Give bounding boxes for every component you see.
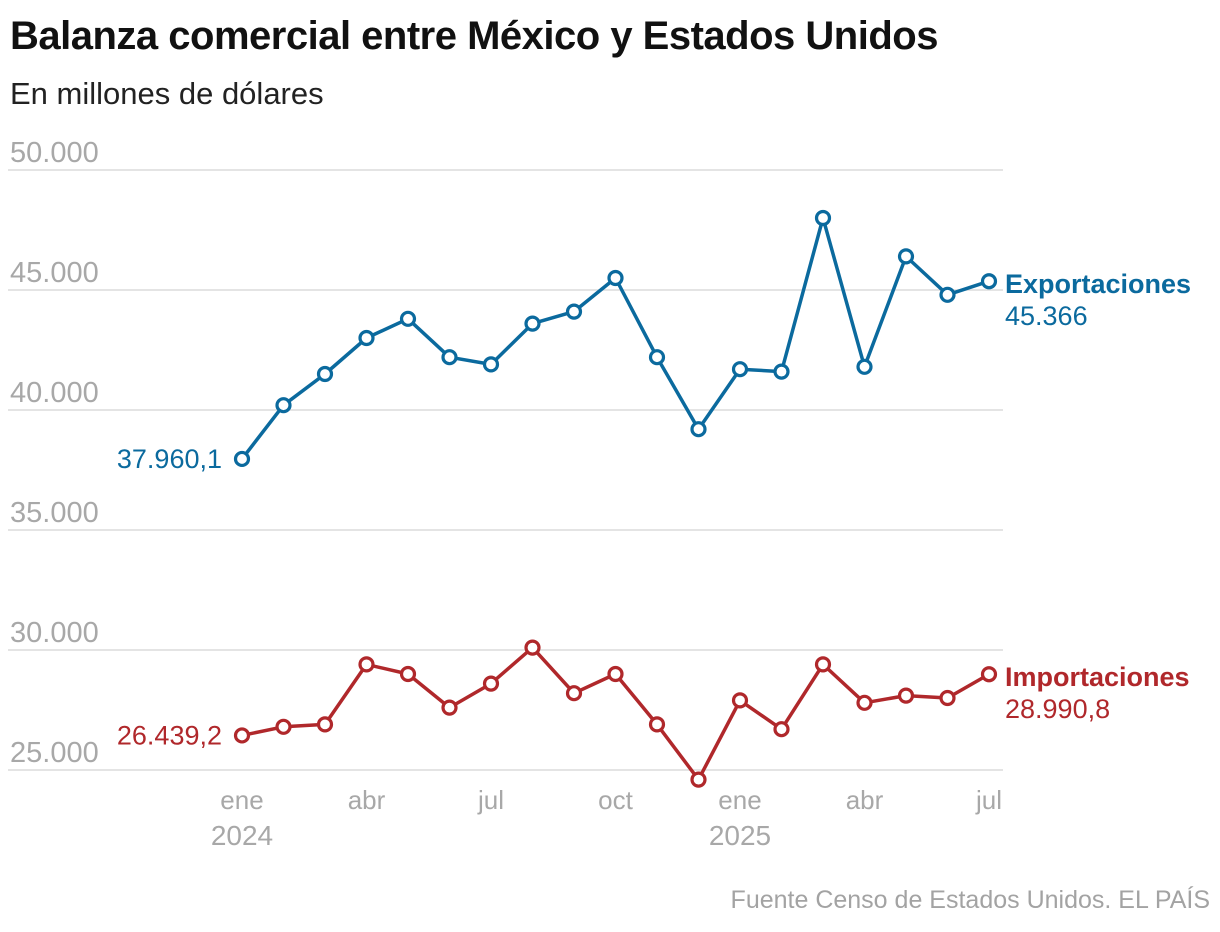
y-tick-label: 40.000 (10, 377, 99, 409)
data-point (856, 358, 873, 375)
source-note: Fuente Censo de Estados Unidos. EL PAÍS (730, 886, 1210, 914)
data-point (482, 675, 500, 692)
y-axis-ticks: 50.000 45.000 40.000 35.000 30.000 25.000 (10, 137, 99, 769)
data-point (731, 692, 749, 709)
y-tick-label: 25.000 (10, 737, 99, 769)
x-tick-label: abr (348, 785, 386, 815)
data-point (814, 209, 832, 227)
data-point (565, 685, 583, 702)
x-tick-label: ene (718, 785, 761, 815)
chart-title: Balanza comercial entre México y Estados… (10, 14, 938, 58)
data-point (897, 687, 915, 704)
data-point (648, 716, 666, 733)
gridlines (8, 169, 1003, 771)
data-point (233, 450, 251, 468)
data-point (482, 356, 500, 373)
x-axis-ticks: ene 2024 abr jul oct ene 2025 abr jul (211, 785, 1002, 851)
data-point (275, 718, 292, 735)
x-tick-year-label: 2024 (211, 820, 273, 851)
y-tick-label: 45.000 (10, 257, 99, 289)
end-value-label: 28.990,8 (1005, 694, 1110, 724)
data-point (607, 665, 624, 683)
data-point (607, 269, 624, 287)
y-tick-label: 50.000 (10, 137, 99, 169)
chart-subtitle: En millones de dólares (10, 76, 324, 111)
x-tick-year-label: 2025 (709, 820, 771, 851)
data-point (690, 771, 707, 788)
data-point (939, 286, 956, 303)
data-point (856, 694, 873, 711)
series-name-label: Exportaciones (1005, 269, 1191, 299)
series-name-label: Importaciones (1005, 662, 1190, 692)
x-tick-label: ene (220, 785, 263, 815)
data-point (731, 361, 749, 378)
x-tick-label: abr (846, 785, 884, 815)
x-tick-label: oct (598, 785, 633, 815)
data-point (980, 666, 998, 683)
data-point (773, 363, 790, 380)
data-point (399, 665, 417, 683)
data-point (316, 365, 334, 383)
data-point (980, 273, 998, 290)
end-value-label: 45.366 (1005, 301, 1088, 331)
data-point (939, 689, 956, 707)
start-value-label: 26.439,2 (117, 720, 222, 750)
data-point (358, 656, 375, 673)
data-point (399, 310, 417, 327)
data-point (316, 716, 334, 733)
y-tick-label: 30.000 (10, 617, 99, 649)
data-point (358, 329, 375, 347)
data-point (648, 349, 666, 366)
data-point (524, 639, 541, 656)
data-point (690, 421, 707, 438)
data-point (441, 699, 458, 716)
data-point (524, 315, 541, 332)
x-tick-label: jul (477, 785, 504, 815)
data-point (773, 721, 790, 738)
series-line-exportaciones (240, 216, 990, 461)
data-point (814, 656, 832, 673)
data-point (565, 303, 583, 320)
data-point (441, 349, 458, 366)
data-point (275, 397, 292, 414)
data-point (233, 727, 251, 744)
x-tick-label: jul (975, 785, 1002, 815)
y-tick-label: 35.000 (10, 497, 99, 529)
series-lines (233, 209, 998, 788)
start-value-label: 37.960,1 (117, 444, 222, 474)
data-point (897, 248, 915, 265)
